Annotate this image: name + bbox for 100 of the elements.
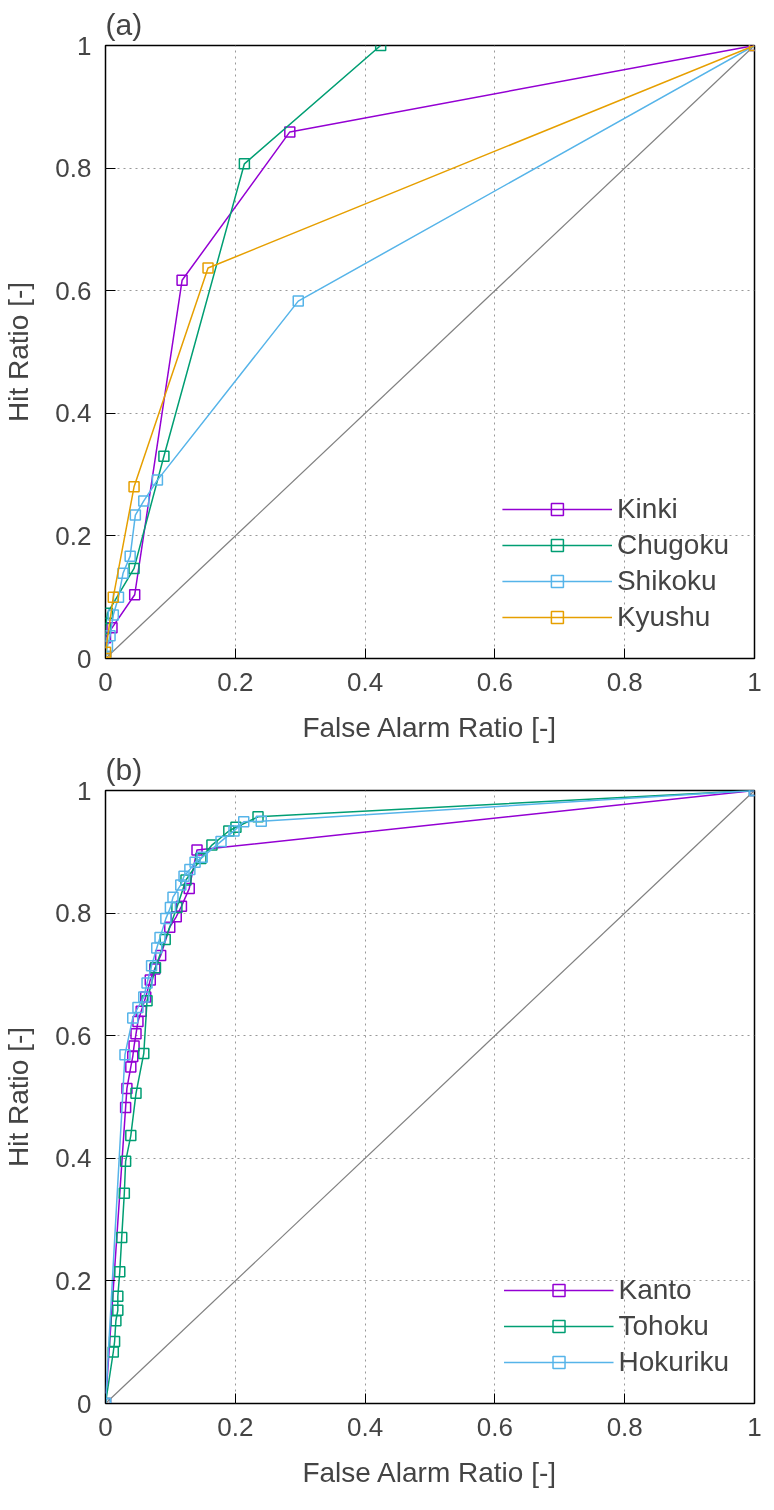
x-tick-label: 0 xyxy=(98,1411,113,1442)
x-tick-label: 0.6 xyxy=(476,1411,513,1442)
point xyxy=(144,974,157,986)
point xyxy=(164,901,177,914)
point xyxy=(132,1001,144,1014)
y-tick-label: 1 xyxy=(77,775,92,806)
y-tick-label: 0 xyxy=(77,643,92,674)
point xyxy=(127,1050,139,1063)
point xyxy=(160,912,172,925)
point xyxy=(237,816,250,828)
y-axis-title: Hit Ratio [-] xyxy=(3,1026,35,1168)
point xyxy=(145,960,158,972)
point xyxy=(138,495,150,507)
point xyxy=(141,995,153,1007)
point xyxy=(119,1048,131,1061)
y-tick-label: 0.2 xyxy=(55,520,92,551)
legend-label: Chugoku xyxy=(616,529,729,561)
point xyxy=(107,1346,120,1358)
point xyxy=(189,856,201,868)
y-tick-label: 0.2 xyxy=(55,1265,92,1296)
point xyxy=(118,1187,131,1199)
point xyxy=(206,839,218,851)
chart-title: (b) xyxy=(105,752,143,786)
point xyxy=(175,879,187,891)
point xyxy=(110,1314,122,1327)
point xyxy=(129,509,142,521)
point xyxy=(124,550,136,562)
point xyxy=(125,1129,137,1142)
y-tick-label: 0.6 xyxy=(55,1020,92,1051)
point xyxy=(106,622,118,634)
y-tick-label: 0.6 xyxy=(55,275,92,306)
point xyxy=(151,474,164,486)
legend-label: Shikoku xyxy=(616,565,717,597)
point xyxy=(238,158,251,170)
legend-label: Hokuriku xyxy=(618,1346,729,1378)
point xyxy=(128,562,140,575)
point xyxy=(128,1040,140,1052)
x-tick-label: 0.2 xyxy=(217,1411,254,1442)
legend-label: Tohoku xyxy=(618,1310,709,1342)
point xyxy=(292,295,304,307)
point xyxy=(252,811,264,823)
x-axis-title: False Alarm Ratio [-] xyxy=(302,1456,557,1488)
point xyxy=(130,1028,142,1040)
point xyxy=(159,933,171,946)
point xyxy=(115,1231,128,1244)
point xyxy=(141,977,153,989)
point xyxy=(180,874,192,886)
y-tick-label: 0.8 xyxy=(55,898,92,929)
point xyxy=(178,870,190,883)
point xyxy=(128,481,140,493)
point xyxy=(121,1082,133,1095)
point xyxy=(215,835,227,848)
point xyxy=(202,262,214,274)
point xyxy=(130,1087,142,1100)
point xyxy=(125,1061,137,1073)
point xyxy=(114,1265,126,1278)
y-tick-label: 0.4 xyxy=(55,1143,92,1174)
y-tick-label: 0.8 xyxy=(55,153,92,184)
x-axis-title: False Alarm Ratio [-] xyxy=(302,711,557,743)
x-tick-label: 0 xyxy=(98,666,113,697)
point xyxy=(127,1012,139,1024)
point xyxy=(119,1155,132,1168)
y-tick-label: 0 xyxy=(77,1388,92,1419)
point xyxy=(255,815,268,827)
point xyxy=(112,1290,124,1302)
legend-label: Kyushu xyxy=(616,601,711,633)
point xyxy=(151,942,163,954)
x-tick-label: 1 xyxy=(747,666,762,697)
x-tick-label: 1 xyxy=(747,1411,762,1442)
x-tick-label: 0.2 xyxy=(217,666,254,697)
point xyxy=(176,274,188,287)
chart-title: (a) xyxy=(105,7,143,41)
y-tick-label: 0.4 xyxy=(55,398,92,429)
point xyxy=(132,1015,144,1028)
point xyxy=(167,891,179,903)
x-tick-label: 0.8 xyxy=(606,1411,643,1442)
y-tick-label: 1 xyxy=(77,30,92,61)
legend-label: Kanto xyxy=(618,1274,692,1306)
x-tick-label: 0.4 xyxy=(347,666,384,697)
point xyxy=(117,567,129,580)
point xyxy=(107,609,120,621)
point xyxy=(228,825,240,837)
point xyxy=(158,450,170,462)
point xyxy=(105,630,116,642)
point xyxy=(119,1101,132,1114)
point xyxy=(128,589,141,601)
y-axis-title: Hit Ratio [-] xyxy=(3,281,35,423)
legend-label: Kinki xyxy=(616,493,678,525)
point xyxy=(230,821,242,834)
x-tick-label: 0.6 xyxy=(476,666,513,697)
x-tick-label: 0.4 xyxy=(347,1411,384,1442)
point xyxy=(191,844,203,856)
point xyxy=(184,863,196,876)
point xyxy=(284,126,296,138)
point xyxy=(154,949,167,962)
x-tick-label: 0.8 xyxy=(606,666,643,697)
point xyxy=(171,901,183,914)
point xyxy=(154,931,166,944)
point xyxy=(164,921,176,933)
point xyxy=(175,900,188,913)
